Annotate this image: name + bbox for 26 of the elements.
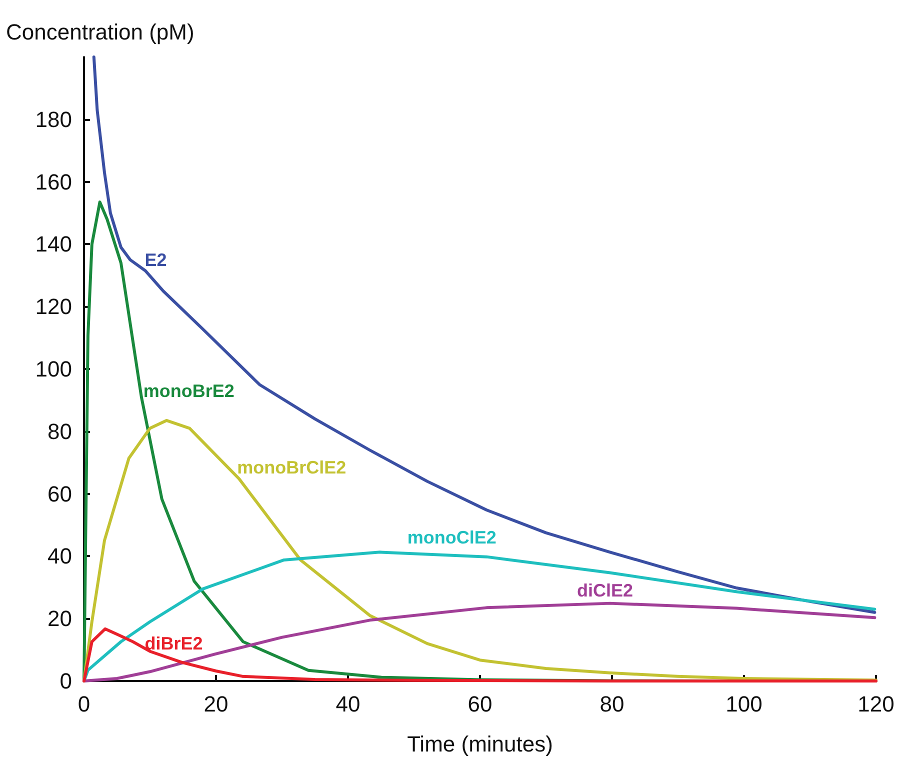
series-label: E2	[144, 250, 167, 270]
series-label: monoBrClE2	[237, 457, 346, 478]
y-tick-label: 160	[35, 169, 72, 194]
y-tick-label: 120	[35, 294, 72, 320]
y-tick-label: 140	[35, 232, 72, 257]
x-tick-label: 100	[726, 692, 762, 716]
x-axis-title: Time (minutes)	[407, 732, 553, 756]
x-tick-label: 0	[78, 692, 90, 716]
y-tick-label: 180	[35, 106, 72, 132]
series-label: diBrE2	[144, 634, 203, 654]
y-axis-title: Concentration (pM)	[6, 20, 194, 44]
x-tick-label: 80	[600, 692, 624, 716]
series-label: monoClE2	[407, 527, 496, 548]
y-tick-label: 40	[48, 544, 72, 569]
y-tick-label: 60	[48, 481, 72, 506]
x-tick-label: 40	[336, 692, 360, 716]
x-tick-label: 120	[858, 692, 894, 716]
x-tick-label: 20	[204, 692, 228, 716]
y-tick-label: 80	[48, 418, 72, 444]
x-tick-label: 60	[468, 692, 492, 716]
y-tick-label: 0	[60, 668, 72, 694]
series-label: monoBrE2	[143, 380, 234, 401]
series-label: diClE2	[577, 580, 634, 601]
y-tick-label: 100	[35, 356, 72, 382]
y-tick-label: 20	[48, 606, 72, 632]
line-series	[92, 56, 876, 614]
